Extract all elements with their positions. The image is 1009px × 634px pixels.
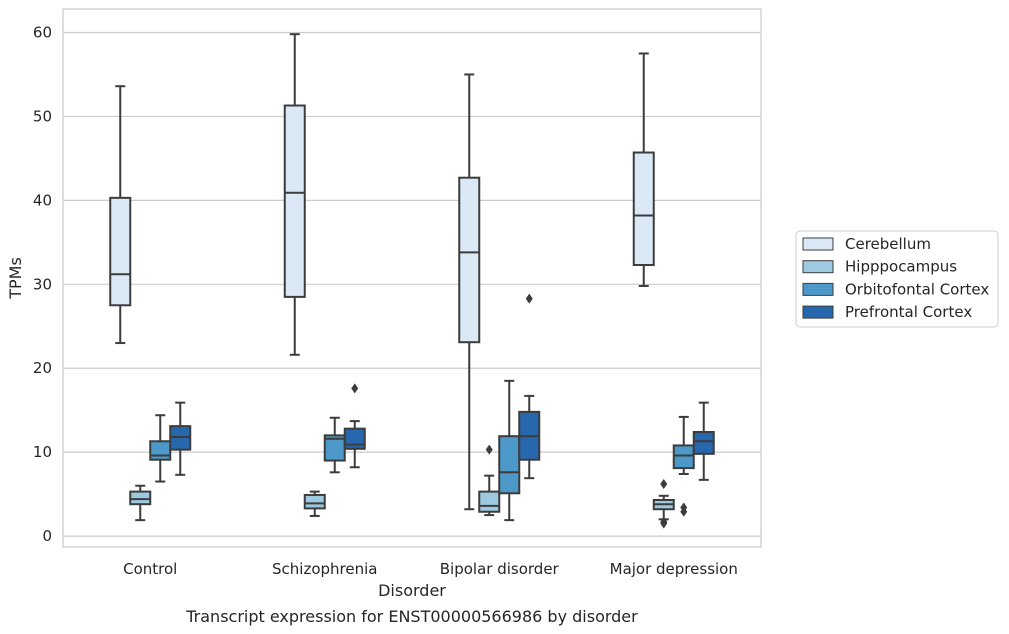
box-0-1 — [283, 33, 306, 356]
outlier-0 — [351, 383, 359, 394]
box-rect — [478, 490, 501, 513]
y-tick-label-10: 10 — [33, 443, 52, 461]
legend-swatch-3 — [802, 305, 834, 319]
y-axis-label: TPMs — [6, 257, 25, 300]
box-2-0 — [149, 414, 172, 483]
x-tick-label-2: Bipolar disorder — [440, 560, 560, 578]
box-1-2 — [478, 444, 501, 517]
box-2-2 — [498, 379, 521, 522]
box-1-0 — [129, 484, 152, 522]
x-tick-label-1: Schizophrenia — [272, 560, 377, 578]
outlier-0 — [485, 444, 493, 455]
series-3 — [169, 293, 715, 481]
legend: Cerebellum Hipppocampus Orbitofontal Corte… — [795, 230, 999, 328]
box-1-1 — [303, 490, 326, 517]
box-series — [109, 33, 715, 529]
x-tick-label-0: Control — [123, 560, 177, 578]
box-1-3 — [652, 479, 675, 529]
plot-frame — [62, 8, 762, 548]
legend-swatch-2 — [802, 282, 834, 296]
outlier-0 — [525, 293, 533, 304]
box-3-1 — [343, 383, 366, 469]
box-rect — [109, 196, 132, 307]
box-rect — [149, 440, 172, 461]
outlier-1 — [680, 506, 688, 517]
box-rect — [303, 493, 326, 510]
x-tick-labels: Control Schizophrenia Bipolar disorder Majo… — [123, 560, 738, 578]
y-tick-label-30: 30 — [33, 275, 52, 293]
legend-frame — [795, 230, 999, 328]
box-0-0 — [109, 85, 132, 345]
y-tick-labels: 0 10 20 30 40 50 60 — [33, 24, 52, 546]
box-rect — [692, 431, 715, 455]
box-2-3 — [672, 415, 695, 517]
outlier-2 — [660, 479, 668, 490]
box-0-2 — [458, 73, 481, 511]
box-3-2 — [518, 293, 541, 480]
legend-label-0: Cerebellum — [845, 235, 931, 253]
box-rect — [672, 444, 695, 470]
box-rect — [498, 435, 521, 495]
legend-label-1: Hipppocampus — [845, 258, 957, 276]
box-rect — [283, 104, 306, 298]
box-3-3 — [692, 401, 715, 481]
legend-swatch-1 — [802, 260, 834, 274]
series-2 — [149, 379, 695, 522]
y-tick-label-0: 0 — [42, 527, 52, 545]
box-rect — [129, 490, 152, 506]
series-0 — [109, 33, 655, 511]
box-rect — [343, 427, 366, 450]
y-tick-label-20: 20 — [33, 359, 52, 377]
plot-background — [63, 9, 761, 547]
legend-label-3: Prefrontal Cortex — [845, 303, 972, 321]
series-1 — [129, 444, 675, 529]
box-rect — [632, 151, 655, 266]
legend-label-2: Orbitofontal Cortex — [845, 280, 989, 298]
x-tick-label-3: Major depression — [610, 560, 738, 578]
outlier-1 — [660, 518, 668, 529]
box-0-3 — [632, 52, 655, 287]
box-3-0 — [169, 401, 192, 476]
x-axis-label: Disorder — [378, 581, 446, 600]
legend-swatch-0 — [802, 237, 834, 251]
chart-caption: Transcript expression for ENST0000056698… — [185, 607, 638, 626]
y-tick-label-60: 60 — [33, 24, 52, 42]
y-tick-label-50: 50 — [33, 107, 52, 125]
y-tick-label-40: 40 — [33, 191, 52, 209]
box-rect — [458, 176, 481, 344]
